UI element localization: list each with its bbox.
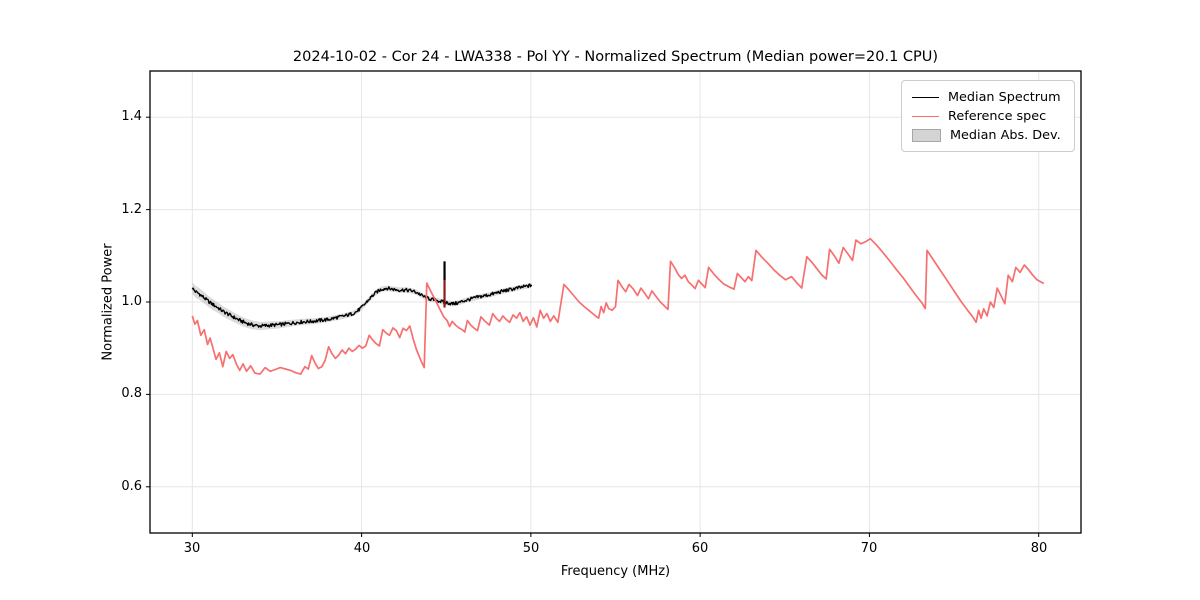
legend-item-median-spectrum: Median Spectrum — [912, 88, 1064, 107]
x-tick-label-50: 50 — [522, 541, 540, 556]
y-axis-label: Normalized Power — [100, 243, 116, 361]
legend-label-reference-spec: Reference spec — [948, 109, 1047, 124]
x-tick-label-60: 60 — [691, 541, 709, 556]
y-tick-label-1-2: 1.2 — [121, 202, 142, 217]
legend-item-reference-spec: Reference spec — [912, 107, 1064, 126]
x-axis-label: Frequency (MHz) — [560, 564, 671, 579]
y-tick-label-0-6: 0.6 — [121, 479, 142, 494]
x-tick-label-70: 70 — [860, 541, 878, 556]
y-tick-label-1-4: 1.4 — [121, 109, 142, 124]
reference-spec-line-swatch — [912, 116, 939, 117]
legend: Median Spectrum Reference spec Median Ab… — [901, 80, 1075, 152]
y-tick-label-1-0: 1.0 — [121, 294, 142, 309]
x-tick-label-80: 80 — [1030, 541, 1048, 556]
median-abs-dev-patch-swatch — [912, 129, 941, 142]
median-spectrum-line-swatch — [912, 97, 939, 98]
legend-item-median-abs-dev: Median Abs. Dev. — [912, 126, 1064, 145]
x-tick-label-40: 40 — [353, 541, 371, 556]
legend-label-median-spectrum: Median Spectrum — [948, 90, 1061, 105]
y-tick-label-0-8: 0.8 — [121, 386, 142, 401]
legend-label-median-abs-dev: Median Abs. Dev. — [950, 128, 1061, 143]
chart-title: 2024-10-02 - Cor 24 - LWA338 - Pol YY - … — [292, 49, 939, 65]
x-tick-label-30: 30 — [183, 541, 201, 556]
